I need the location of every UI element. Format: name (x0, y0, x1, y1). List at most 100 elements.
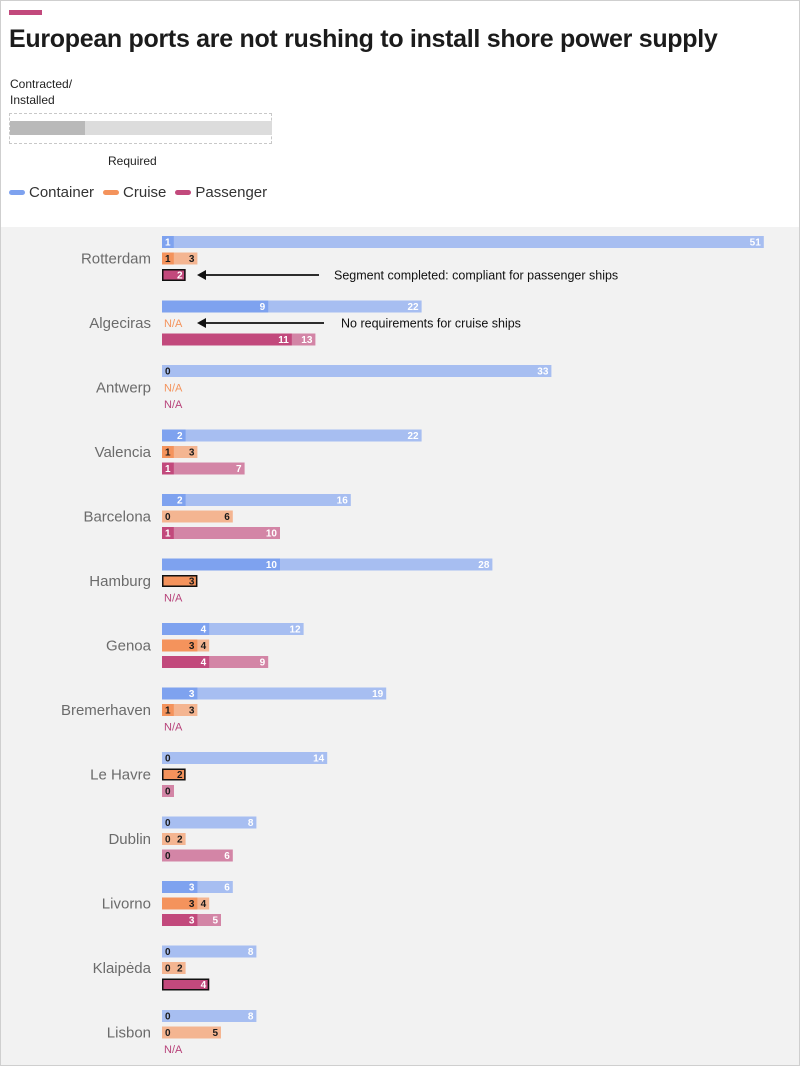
bar-installed-rotterdam-cruise (162, 252, 174, 265)
value-label-installed-antwerp-container: 0 (165, 367, 171, 378)
port-label-lisbon: Lisbon (107, 1025, 151, 1042)
value-label-required-valencia-cruise: 3 (189, 448, 195, 459)
value-label-required-dublin-cruise: 2 (177, 835, 183, 846)
na-label-algeciras-cruise: N/A (164, 318, 183, 330)
value-label-installed-le-havre-container: 0 (165, 754, 171, 765)
port-label-valencia: Valencia (95, 444, 152, 461)
bar-installed-bremerhaven-container (162, 687, 198, 700)
bar-required-dublin-passenger (162, 849, 233, 862)
bar-installed-le-havre-cruise (162, 768, 186, 781)
annotation-arrow-rotterdam-head (197, 270, 206, 280)
chart-title: European ports are not rushing to instal… (9, 25, 718, 53)
value-label-required-bremerhaven-container: 19 (372, 689, 384, 700)
value-label-required-genoa-container: 12 (289, 625, 301, 636)
bar-required-antwerp-container (162, 365, 552, 377)
value-label-required-genoa-cruise: 4 (201, 641, 207, 652)
bar-installed-livorno-passenger (162, 914, 198, 926)
bar-required-dublin-cruise (162, 833, 186, 845)
value-label-installed-dublin-passenger: 0 (165, 851, 171, 862)
value-label-installed-hamburg-container: 10 (266, 560, 278, 571)
value-label-required-le-havre-container: 14 (313, 754, 325, 765)
value-label-required-algeciras-container: 22 (407, 302, 419, 313)
value-label-installed-rotterdam-container: 1 (165, 238, 171, 249)
value-label-required-lisbon-container: 8 (248, 1012, 254, 1023)
bar-required-valencia-passenger (162, 462, 245, 475)
value-label-required-livorno-passenger: 5 (212, 916, 218, 927)
value-label-installed-livorno-cruise: 3 (189, 899, 195, 910)
value-label-installed-bremerhaven-container: 3 (189, 689, 195, 700)
bar-installed-bremerhaven-cruise (162, 704, 174, 716)
value-label-installed-valencia-cruise: 1 (165, 448, 171, 459)
legend: Container Cruise Passenger (9, 184, 276, 201)
legend-item-container: Container (9, 184, 94, 201)
key-contracted-label: Contracted/ Installed (10, 76, 130, 108)
value-label-required-hamburg-container: 28 (478, 560, 490, 571)
key-contracted-line1: Contracted/ (10, 77, 73, 91)
value-label-required-barcelona-passenger: 10 (266, 529, 278, 540)
value-label-required-valencia-container: 22 (407, 431, 419, 442)
value-label-required-bremerhaven-cruise: 3 (189, 706, 195, 717)
legend-swatch-cruise (103, 190, 120, 195)
bar-installed-genoa-cruise (162, 639, 198, 652)
value-label-installed-valencia-container: 2 (177, 431, 183, 442)
bar-completed-outline-rotterdam-passenger (162, 269, 186, 281)
annotation-rotterdam: Segment completed: compliant for passeng… (334, 269, 618, 283)
value-label-installed-bremerhaven-cruise: 1 (165, 706, 171, 717)
legend-label-cruise: Cruise (123, 184, 167, 201)
value-label-installed-algeciras-container: 9 (260, 302, 266, 313)
value-label-required-klaipeda-passenger: 4 (201, 980, 207, 991)
bar-completed-outline-hamburg-cruise (162, 575, 198, 587)
value-label-installed-lisbon-container: 0 (165, 1012, 171, 1023)
value-label-installed-rotterdam-cruise: 1 (165, 254, 171, 265)
port-label-genoa: Genoa (106, 638, 152, 655)
port-label-barcelona: Barcelona (83, 509, 151, 526)
bar-installed-klaipeda-passenger (162, 978, 210, 991)
legend-label-passenger: Passenger (195, 184, 268, 201)
bar-installed-genoa-container (162, 623, 210, 635)
value-label-required-rotterdam-container: 51 (750, 238, 762, 249)
value-label-installed-genoa-container: 4 (201, 625, 207, 636)
value-label-required-algeciras-passenger: 13 (301, 335, 313, 346)
value-label-installed-le-havre-passenger: 0 (165, 787, 171, 798)
value-label-required-valencia-passenger: 7 (236, 464, 242, 475)
bar-required-barcelona-container (162, 494, 351, 506)
port-label-livorno: Livorno (102, 896, 151, 913)
port-label-dublin: Dublin (108, 831, 151, 848)
bar-required-lisbon-container (162, 1010, 257, 1022)
value-label-installed-genoa-cruise: 3 (189, 641, 195, 652)
legend-swatch-container (9, 190, 25, 195)
bar-required-le-havre-passenger (162, 785, 174, 797)
bar-installed-genoa-passenger (162, 656, 210, 668)
value-label-required-hamburg-cruise: 3 (189, 577, 195, 588)
bar-installed-barcelona-container (162, 494, 186, 506)
value-label-installed-klaipeda-container: 0 (165, 947, 171, 958)
bar-required-klaipeda-container (162, 945, 257, 958)
value-label-installed-barcelona-passenger: 1 (165, 529, 171, 540)
value-label-installed-algeciras-passenger: 11 (278, 335, 289, 346)
bar-installed-valencia-cruise (162, 446, 174, 458)
annotation-algeciras: No requirements for cruise ships (341, 317, 521, 331)
value-label-installed-klaipeda-cruise: 0 (165, 964, 171, 975)
bar-installed-barcelona-passenger (162, 527, 174, 539)
bar-installed-livorno-container (162, 881, 198, 893)
bar-required-barcelona-passenger (162, 527, 280, 539)
legend-item-cruise: Cruise (103, 184, 166, 201)
bar-completed-outline-le-havre-cruise (162, 768, 186, 781)
legend-swatch-passenger (175, 190, 192, 195)
port-label-le-havre: Le Havre (90, 767, 151, 784)
bar-required-klaipeda-cruise (162, 962, 186, 974)
na-label-antwerp-passenger: N/A (164, 399, 183, 411)
bar-completed-outline-klaipeda-passenger (162, 978, 210, 991)
value-label-required-dublin-passenger: 6 (224, 851, 230, 862)
bar-required-valencia-container (162, 429, 422, 442)
value-label-installed-valencia-passenger: 1 (165, 464, 171, 475)
value-label-installed-barcelona-cruise: 0 (165, 512, 171, 523)
bar-installed-algeciras-passenger (162, 333, 292, 346)
value-label-installed-genoa-passenger: 4 (201, 658, 207, 669)
value-label-installed-dublin-container: 0 (165, 818, 171, 829)
bar-installed-rotterdam-passenger (162, 269, 186, 281)
bar-installed-livorno-cruise (162, 897, 198, 910)
bar-required-bremerhaven-container (162, 687, 387, 700)
